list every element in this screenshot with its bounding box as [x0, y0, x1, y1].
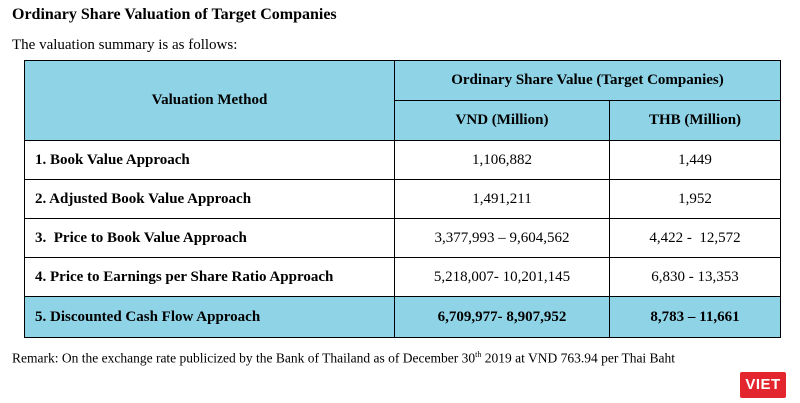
- method-cell: 5. Discounted Cash Flow Approach: [24, 296, 395, 338]
- remark-text: Remark: On the exchange rate publicized …: [12, 350, 476, 366]
- vnd-column-header: VND (Million): [394, 100, 610, 141]
- method-cell: 3. Price to Book Value Approach: [24, 218, 395, 258]
- remark-superscript: th: [475, 350, 482, 359]
- method-cell: 1. Book Value Approach: [24, 140, 395, 180]
- thb-value-cell: 6,830 - 13,353: [609, 257, 781, 297]
- table-row: 2. Adjusted Book Value Approach 1,491,21…: [24, 179, 781, 219]
- thb-value-cell: 1,952: [609, 179, 781, 219]
- header-row-sub: VND (Million) THB (Million): [25, 100, 781, 141]
- valuation-table: Valuation Method Ordinary Share Value (T…: [24, 60, 781, 338]
- thb-column-header: THB (Million): [609, 100, 781, 141]
- viet-logo: VIET: [740, 372, 786, 398]
- share-value-group-header: Ordinary Share Value (Target Companies): [394, 60, 781, 101]
- vnd-value-cell: 5,218,007- 10,201,145: [394, 257, 610, 297]
- method-cell: 2. Adjusted Book Value Approach: [24, 179, 395, 219]
- page-heading: Ordinary Share Valuation of Target Compa…: [12, 6, 337, 23]
- thb-value-cell: 1,449: [609, 140, 781, 180]
- method-column-header: Valuation Method: [24, 60, 395, 141]
- remark-text-end: 2019 at VND 763.94 per Thai Baht: [481, 350, 676, 366]
- header-row-top: Valuation Method Ordinary Share Value (T…: [24, 60, 781, 141]
- table-row: 3. Price to Book Value Approach 3,377,99…: [24, 218, 781, 258]
- vnd-value-cell: 6,709,977- 8,907,952: [394, 296, 610, 338]
- vnd-value-cell: 3,377,993 – 9,604,562: [394, 218, 610, 258]
- thb-value-cell: 4,422 - 12,572: [609, 218, 781, 258]
- table-row-highlighted: 5. Discounted Cash Flow Approach 6,709,9…: [24, 296, 781, 338]
- thb-value-cell: 8,783 – 11,661: [609, 296, 781, 338]
- vnd-value-cell: 1,106,882: [394, 140, 610, 180]
- vnd-value-cell: 1,491,211: [394, 179, 610, 219]
- table-row: 4. Price to Earnings per Share Ratio App…: [24, 257, 781, 297]
- table-row: 1. Book Value Approach 1,106,882 1,449: [24, 140, 781, 180]
- remark-note: Remark: On the exchange rate publicized …: [12, 350, 675, 367]
- intro-text: The valuation summary is as follows:: [12, 37, 238, 53]
- method-cell: 4. Price to Earnings per Share Ratio App…: [24, 257, 395, 297]
